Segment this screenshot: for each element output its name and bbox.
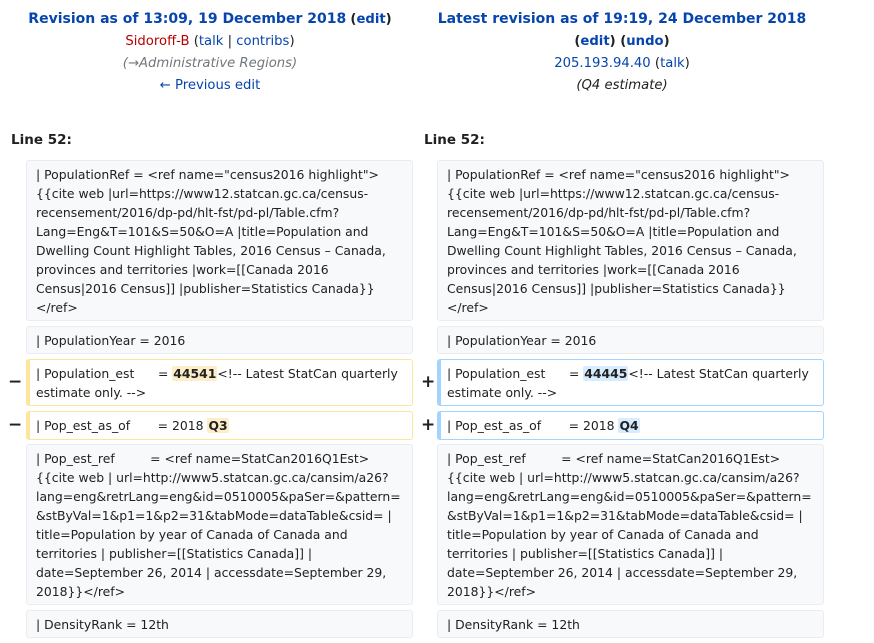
new-revision-link[interactable]: Latest revision as of 19:19, 24 December… — [437, 11, 807, 27]
old-edit-summary: (→Administrative Regions) — [122, 56, 298, 71]
new-edit-link[interactable]: edit — [580, 34, 610, 49]
left-line-number: Line 52: — [11, 132, 72, 148]
old-revision-link[interactable]: Revision as of 13:09, 19 December 2018 — [28, 11, 347, 27]
deleted-line-marker: − — [8, 372, 23, 392]
new-user-link[interactable]: 205.193.94.40 — [554, 56, 651, 71]
deleted-line: | Population_est = 44541<!-- Latest Stat… — [26, 359, 413, 406]
added-word: 44445 — [583, 366, 629, 381]
added-line-marker: + — [421, 372, 436, 392]
old-revision-header: Revision as of 13:09, 19 December 2018 (… — [0, 8, 420, 97]
context-cell-right: | PopulationRef = <ref name="census2016 … — [437, 160, 824, 321]
undo-link[interactable]: undo — [626, 34, 664, 49]
new-revision-header: Latest revision as of 19:19, 24 December… — [412, 8, 832, 97]
new-user-talk-link[interactable]: talk — [660, 56, 685, 71]
context-cell-left: | DensityRank = 12th — [26, 610, 413, 638]
context-cell-left: | PopulationYear = 2016 — [26, 326, 413, 354]
context-cell-right: | PopulationYear = 2016 — [437, 326, 824, 354]
context-cell-left: | Pop_est_ref = <ref name=StatCan2016Q1E… — [26, 444, 413, 605]
added-line: | Population_est = 44445<!-- Latest Stat… — [437, 359, 824, 406]
section-arrow-link[interactable]: → — [127, 56, 140, 71]
added-line: | Pop_est_as_of = 2018 Q4 — [437, 411, 824, 440]
context-cell-left: | PopulationRef = <ref name="census2016 … — [26, 160, 413, 321]
context-cell-right: | Pop_est_ref = <ref name=StatCan2016Q1E… — [437, 444, 824, 605]
added-line-marker: + — [421, 415, 436, 435]
deleted-word: Q3 — [207, 418, 229, 433]
context-cell-right: | DensityRank = 12th — [437, 610, 824, 638]
old-user-link[interactable]: Sidoroff-B — [125, 34, 190, 49]
right-line-number: Line 52: — [424, 132, 485, 148]
deleted-line-marker: − — [8, 415, 23, 435]
old-user-contribs-link[interactable]: contribs — [236, 34, 290, 49]
deleted-line: | Pop_est_as_of = 2018 Q3 — [26, 411, 413, 440]
old-edit-link[interactable]: edit — [356, 12, 386, 27]
added-word: Q4 — [618, 418, 640, 433]
new-edit-summary: (Q4 estimate) — [576, 78, 668, 93]
deleted-word: 44541 — [172, 366, 218, 381]
old-user-talk-link[interactable]: talk — [198, 34, 224, 49]
previous-edit-link[interactable]: ← Previous edit — [159, 78, 261, 93]
